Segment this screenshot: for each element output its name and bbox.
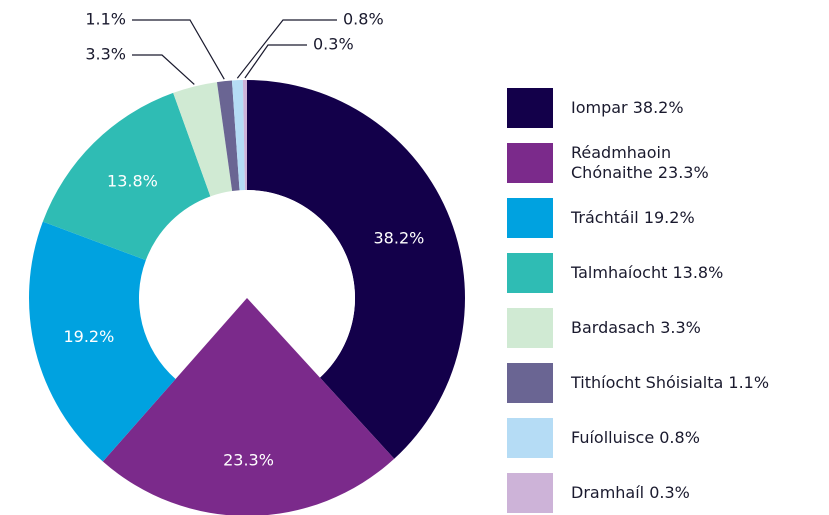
slice (29, 221, 176, 462)
legend-swatch (507, 88, 553, 128)
legend-item: Tráchtáil 19.2% (507, 198, 695, 238)
legend-name: Bardasach (571, 318, 656, 337)
legend-item: Réadmhaoin Chónaithe 23.3% (507, 143, 741, 183)
leader-line (132, 19, 225, 80)
legend-item: Fuíolluisce 0.8% (507, 418, 700, 458)
legend-label: Iompar 38.2% (571, 98, 684, 118)
slice (231, 80, 245, 191)
legend-name: Iompar (571, 98, 628, 117)
legend-label: Fuíolluisce 0.8% (571, 428, 700, 448)
donut: 38.2% 23.3% 19.2% 13.8% 3.3% 1.1% 0.8% 0.3% (29, 10, 465, 515)
legend-swatch (507, 308, 553, 348)
leader-line (132, 54, 195, 85)
legend-value: 1.1% (728, 373, 770, 392)
legend-label: Bardasach 3.3% (571, 318, 701, 338)
legend-value: 19.2% (643, 208, 695, 227)
legend-value: 0.8% (659, 428, 700, 447)
legend-item: Dramhaíl 0.3% (507, 473, 690, 513)
slice (242, 80, 247, 191)
legend-value: 3.3% (660, 318, 701, 337)
leader-line (244, 44, 307, 79)
legend-name: Fuíolluisce (571, 428, 655, 447)
legend-value: 13.8% (672, 263, 724, 282)
legend-swatch (507, 253, 553, 293)
legend-swatch (507, 143, 553, 183)
slice (247, 80, 465, 459)
data-label: 0.8% (343, 10, 384, 29)
slice (173, 82, 233, 197)
legend-item: Bardasach 3.3% (507, 308, 701, 348)
slice (42, 92, 211, 261)
legend-item: Tithíocht Shóisialta 1.1% (507, 363, 769, 403)
data-label: 1.1% (85, 10, 126, 29)
data-label: 38.2% (374, 228, 425, 247)
legend-swatch (507, 198, 553, 238)
legend-value: 38.2% (632, 98, 684, 117)
legend-name: Tithíocht Shóisialta (571, 373, 724, 392)
legend-value: 0.3% (649, 483, 690, 502)
legend-label: Tithíocht Shóisialta 1.1% (571, 373, 769, 393)
legend-label: Talmhaíocht 13.8% (571, 263, 723, 283)
legend-name: Dramhaíl (571, 483, 645, 502)
slice (216, 80, 240, 192)
legend-swatch (507, 473, 553, 513)
data-label: 0.3% (313, 35, 354, 54)
data-label: 13.8% (107, 172, 158, 191)
data-label: 19.2% (63, 327, 114, 346)
legend-swatch (507, 418, 553, 458)
legend-label: Tráchtáil 19.2% (571, 208, 695, 228)
data-label: 23.3% (223, 450, 274, 469)
data-label: 3.3% (85, 45, 126, 64)
legend-name: Tráchtáil (571, 208, 639, 227)
slice (102, 298, 395, 515)
legend-label: Réadmhaoin Chónaithe 23.3% (571, 143, 741, 183)
legend-name: Talmhaíocht (571, 263, 668, 282)
legend-value: 23.3% (657, 163, 709, 182)
legend-item: Iompar 38.2% (507, 88, 684, 128)
legend-name: Réadmhaoin Chónaithe (571, 143, 672, 182)
legend-swatch (507, 363, 553, 403)
legend-label: Dramhaíl 0.3% (571, 483, 690, 503)
legend-item: Talmhaíocht 13.8% (507, 253, 723, 293)
leader-line (236, 19, 337, 79)
